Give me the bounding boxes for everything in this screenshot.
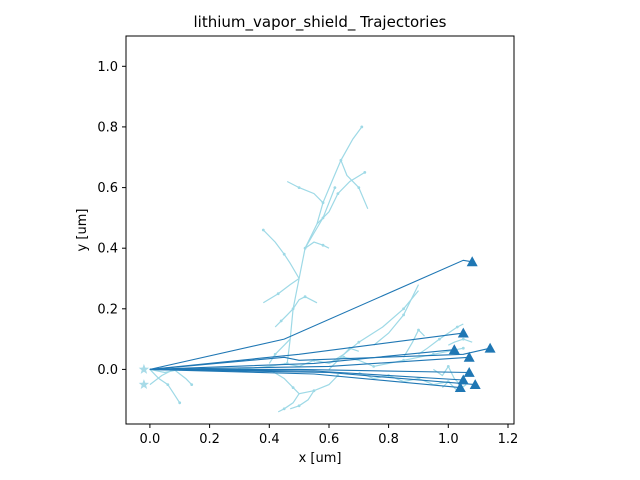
light-trajectory-point (279, 319, 283, 323)
end-marker-9 (454, 382, 466, 392)
chart-title: lithium_vapor_shield_ Trajectories (193, 13, 446, 32)
light-trajectory-9 (274, 308, 294, 328)
x-tick-label: 1.0 (438, 432, 459, 447)
light-trajectory-8 (304, 241, 330, 249)
light-trajectory-19 (373, 284, 420, 346)
x-tick-label: 0.4 (259, 432, 280, 447)
x-axis: 0.0 0.2 0.4 0.6 0.8 1.0 1.2 (140, 424, 519, 447)
end-marker-4 (448, 344, 460, 355)
end-marker-2 (457, 327, 469, 338)
light-trajectory-point (273, 352, 277, 356)
light-trajectory-point (402, 307, 405, 311)
light-trajectory-point (303, 295, 307, 299)
x-tick-label: 0.2 (199, 432, 220, 447)
light-trajectory-point (402, 313, 405, 317)
end-marker-8 (469, 379, 481, 389)
light-trajectory-point (178, 401, 182, 405)
dark-trajectory-4 (149, 349, 455, 370)
light-trajectory-point (461, 337, 465, 341)
light-trajectory-6 (286, 180, 324, 204)
dark-trajectory-8 (149, 368, 476, 386)
light-trajectory-15 (277, 393, 300, 413)
light-trajectory-point (291, 386, 295, 389)
dark-trajectory-1 (149, 259, 473, 370)
end-marker-3 (484, 342, 496, 353)
light-trajectory-point (357, 186, 361, 190)
light-trajectory-point (363, 171, 367, 174)
start-marker-1 (138, 363, 150, 374)
dark-trajectory-2 (149, 332, 464, 370)
start-marker-2 (138, 379, 150, 389)
x-tick-label: 0.6 (319, 432, 340, 447)
light-trajectory-point (282, 407, 286, 411)
light-trajectory-point (417, 328, 420, 332)
light-trajectory-point (276, 292, 280, 296)
light-trajectory-16 (290, 390, 315, 410)
light-trajectory-18 (328, 290, 419, 364)
end-marker-7 (457, 374, 469, 385)
light-trajectory-10 (292, 296, 318, 310)
x-tick-label: 0.8 (378, 432, 399, 447)
x-tick-label: 0.0 (140, 432, 161, 447)
y-tick-label: 0.4 (97, 242, 118, 257)
light-trajectory-point (166, 383, 170, 386)
light-trajectory-point (321, 243, 325, 247)
light-trajectory-point (342, 355, 346, 359)
dark-trajectory-3 (149, 347, 491, 370)
light-trajectory-point (333, 186, 337, 190)
light-trajectory-22 (328, 347, 359, 370)
light-trajectory-point (282, 252, 286, 256)
end-marker-1 (466, 256, 478, 267)
y-tick-label: 0.2 (97, 302, 118, 317)
dark-trajectory-5 (149, 356, 470, 370)
light-trajectory-21 (403, 328, 425, 358)
light-trajectory-5 (340, 160, 369, 210)
plot-area (138, 125, 496, 413)
axes-frame (125, 35, 515, 425)
light-trajectory-7 (262, 278, 300, 304)
y-axis: 0.0 0.2 0.4 0.6 0.8 1.0 (97, 60, 126, 378)
x-tick-label: 1.2 (498, 432, 519, 447)
light-trajectory-point (372, 365, 376, 368)
light-trajectory-point (438, 337, 441, 341)
y-tick-label: 0.6 (97, 181, 118, 196)
light-trajectory-point (461, 346, 465, 350)
dark-trajectory-9 (149, 368, 461, 389)
light-trajectory-point (261, 228, 265, 232)
light-trajectory-point (297, 186, 301, 190)
light-trajectory-point (455, 325, 459, 329)
light-trajectory-point (336, 192, 340, 196)
light-trajectory-point (360, 125, 364, 129)
light-trajectory-point (297, 404, 301, 408)
end-marker-6 (463, 367, 475, 377)
y-axis-label: y [um] (75, 209, 90, 252)
light-trajectory-point (357, 340, 361, 344)
light-trajectory-25 (448, 338, 473, 346)
x-axis-label: x [um] (299, 451, 342, 466)
end-marker-5 (463, 351, 475, 362)
y-tick-label: 0.8 (97, 120, 118, 135)
y-tick-label: 0.0 (97, 363, 118, 378)
light-trajectory-point (190, 383, 194, 386)
y-tick-label: 1.0 (97, 60, 118, 75)
light-trajectory-point (446, 365, 450, 368)
